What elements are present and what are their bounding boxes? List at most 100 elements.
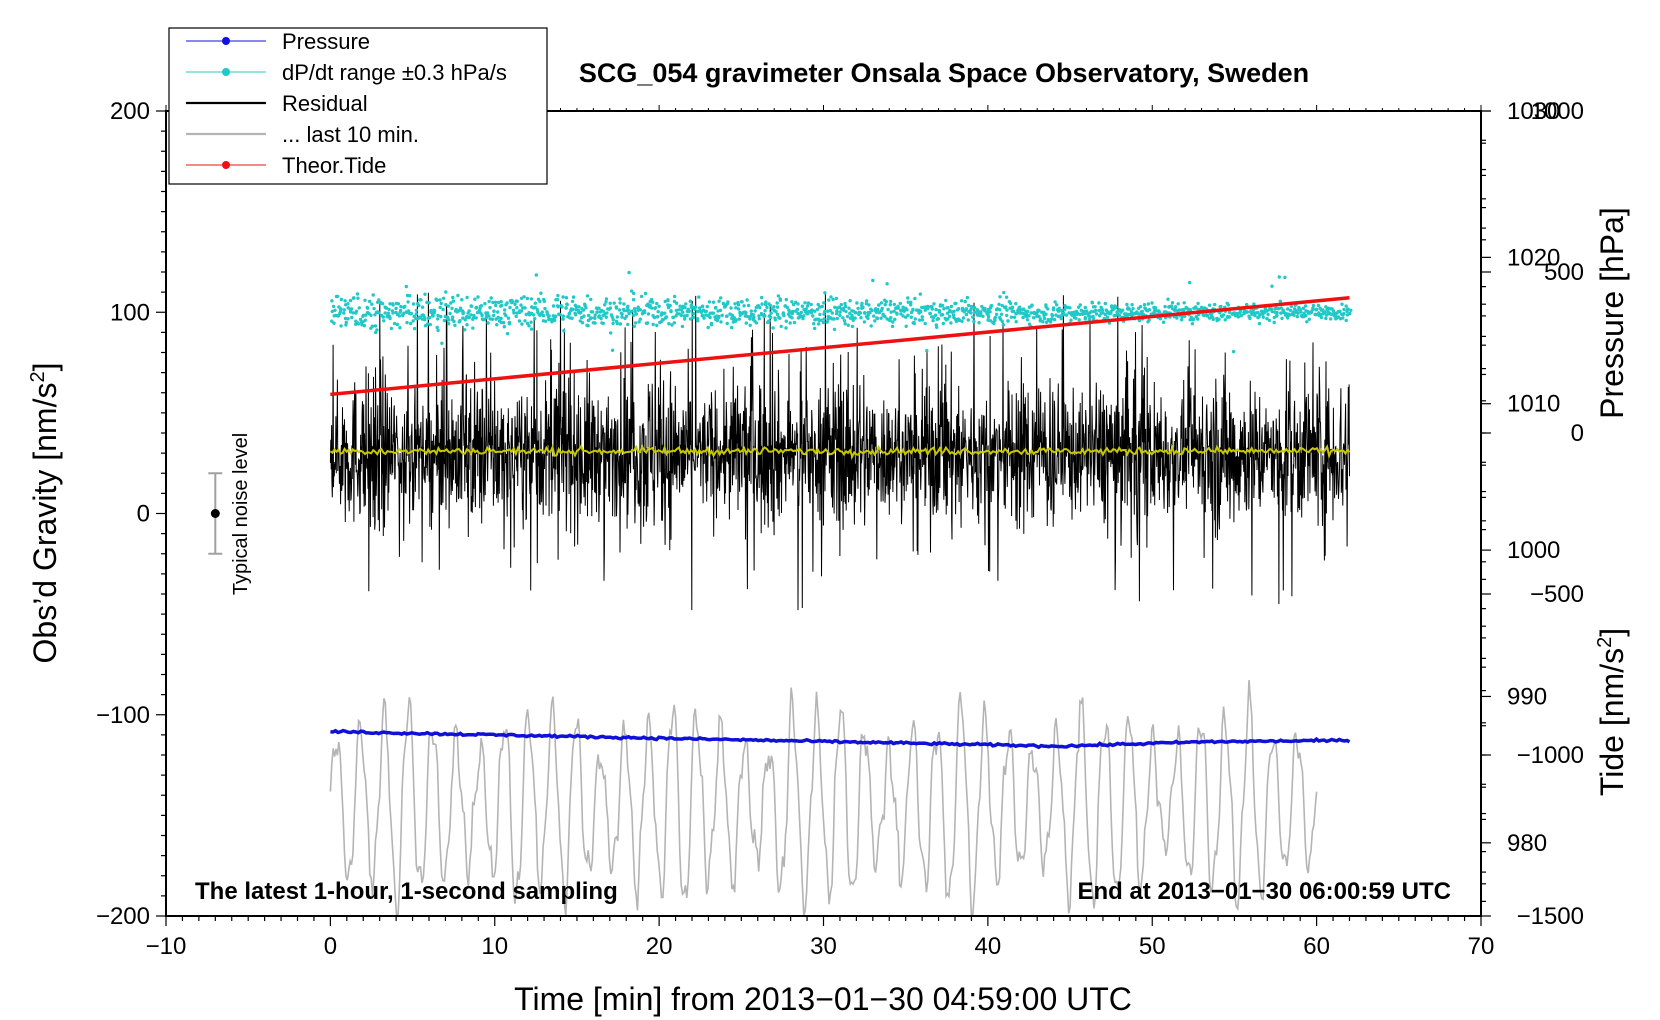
dpdt-point: [373, 324, 378, 328]
dpdt-point: [951, 313, 956, 317]
dpdt-point: [832, 327, 837, 332]
dpdt-point: [582, 314, 586, 318]
legend-label: dP/dt range ±0.3 hPa/s: [282, 60, 507, 85]
dpdt-point: [919, 309, 923, 314]
dpdt-point: [1235, 311, 1239, 316]
dpdt-point: [705, 304, 709, 309]
dpdt-point: [844, 304, 848, 309]
dpdt-point: [707, 300, 712, 304]
dpdt-point: [597, 314, 602, 318]
dpdt-point: [732, 316, 736, 320]
note-left: The latest 1-hour, 1-second sampling: [195, 878, 618, 905]
dpdt-point: [1004, 305, 1008, 309]
dpdt-point: [672, 321, 676, 325]
dpdt-point: [1018, 305, 1022, 309]
dpdt-point: [663, 299, 667, 304]
dpdt-point: [892, 302, 896, 307]
dpdt-point: [811, 314, 815, 318]
dpdt-point: [826, 309, 830, 313]
dpdt-point: [769, 315, 773, 320]
dpdt-point: [375, 328, 379, 332]
dpdt-point: [451, 295, 455, 300]
chart-title: SCG_054 gravimeter Onsala Space Observat…: [579, 58, 1309, 88]
dpdt-point: [604, 315, 608, 319]
dpdt-point: [1038, 317, 1043, 321]
dpdt-point: [649, 297, 654, 302]
dpdt-point: [1161, 320, 1166, 324]
dpdt-point: [896, 306, 900, 310]
dpdt-point: [768, 303, 773, 308]
dpdt-point: [999, 312, 1004, 316]
dpdt-point: [739, 300, 744, 304]
dpdt-point: [959, 299, 964, 303]
dpdt-point: [515, 311, 519, 315]
dpdt-point: [427, 301, 431, 305]
dpdt-point: [533, 305, 537, 310]
dpdt-point: [1257, 321, 1262, 326]
dpdt-point: [436, 313, 440, 318]
legend-swatch-dot: [222, 37, 230, 45]
dpdt-point: [998, 308, 1002, 312]
dpdt-point: [838, 310, 842, 314]
dpdt-point: [717, 316, 721, 320]
dpdt-point: [1239, 313, 1244, 317]
dpdt-point: [469, 313, 473, 317]
dpdt-point: [758, 305, 762, 310]
dpdt-point: [645, 321, 650, 325]
dpdt-point: [1307, 317, 1312, 321]
dpdt-point: [734, 306, 738, 310]
dpdt-point: [831, 297, 835, 302]
dpdt-point: [1117, 313, 1122, 317]
dpdt-point: [972, 319, 976, 324]
dpdt-point: [681, 310, 685, 314]
dpdt-point: [485, 311, 490, 315]
dpdt-point: [634, 312, 639, 316]
dpdt-point: [352, 296, 356, 300]
dpdt-point: [1170, 301, 1175, 305]
dpdt-point: [1083, 316, 1088, 320]
dpdt-point: [1014, 311, 1019, 315]
dpdt-point: [564, 306, 568, 310]
dpdt-point: [1248, 316, 1252, 321]
dpdt-point: [1014, 301, 1018, 306]
dpdt-point: [496, 300, 501, 305]
dpdt-point: [1084, 309, 1089, 313]
dpdt-point: [848, 299, 852, 303]
dpdt-point: [1042, 310, 1046, 314]
dpdt-point: [571, 307, 575, 312]
dpdt-point: [942, 307, 946, 311]
dpdt-point: [1138, 304, 1143, 309]
dpdt-point: [751, 313, 755, 317]
dpdt-point: [368, 299, 372, 304]
dpdt-point: [356, 322, 361, 326]
dpdt-point: [505, 301, 509, 305]
dpdt-point: [579, 310, 583, 315]
dpdt-point: [351, 311, 355, 315]
legend-swatch-dot: [222, 161, 230, 169]
dpdt-point: [392, 321, 397, 326]
dpdt-point: [355, 292, 360, 296]
dpdt-point: [1000, 303, 1004, 308]
dpdt-point: [876, 307, 880, 312]
series-residual: [329, 292, 1350, 611]
dpdt-point: [1253, 313, 1257, 318]
dpdt-point: [773, 316, 777, 320]
dpdt-point: [1091, 314, 1095, 319]
dpdt-point: [880, 306, 884, 311]
dpdt-point: [960, 306, 965, 311]
dpdt-point: [1120, 308, 1125, 312]
dpdt-point: [1142, 303, 1147, 307]
dpdt-point: [1131, 307, 1135, 311]
dpdt-point: [632, 291, 636, 296]
series-theor-tide: [330, 296, 1350, 397]
dpdt-point: [514, 314, 518, 319]
dpdt-point: [674, 301, 679, 305]
dpdt-point: [820, 304, 824, 309]
tide-tick-label: −1500: [1517, 903, 1584, 930]
dpdt-point: [651, 322, 655, 327]
legend-label: Pressure: [282, 29, 370, 54]
dpdt-point: [1008, 301, 1013, 306]
dpdt-point: [524, 312, 528, 317]
dpdt-point: [872, 314, 876, 318]
dpdt-point: [603, 303, 607, 307]
